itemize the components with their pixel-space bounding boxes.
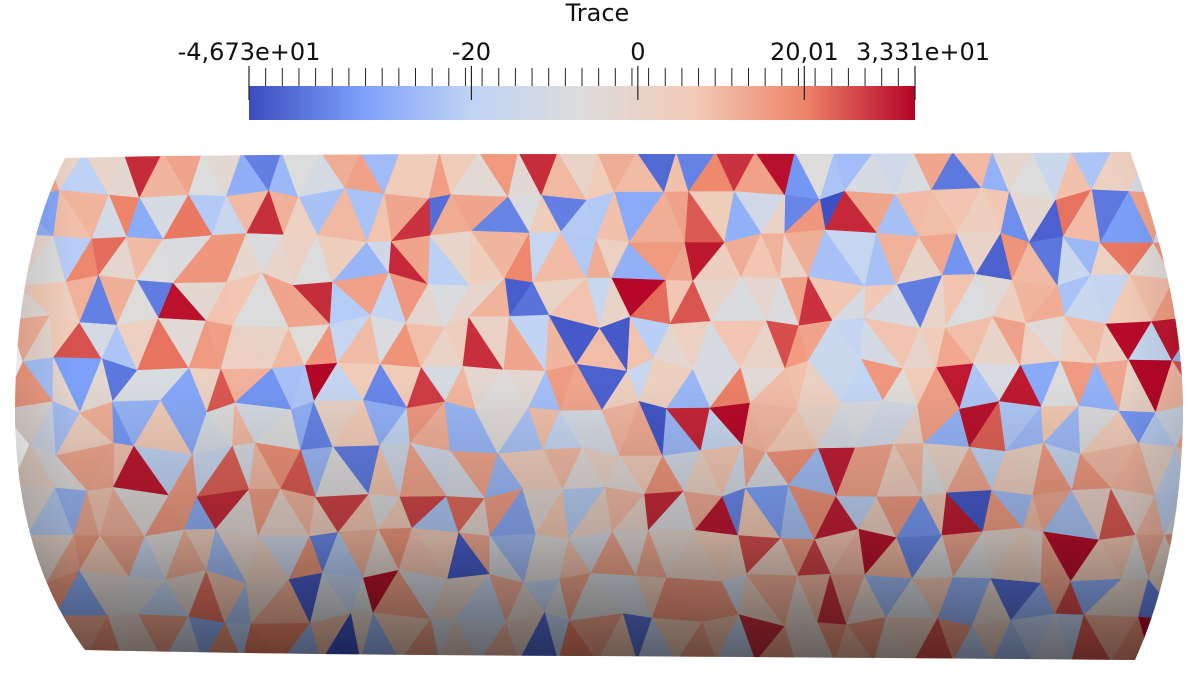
legend-tick-label: 20,01	[769, 38, 839, 66]
mesh-cell	[1149, 619, 1184, 660]
mesh-cell	[14, 579, 47, 626]
mesh-cell	[1173, 279, 1184, 317]
mesh-cell	[14, 623, 46, 660]
legend-tick-label: 3,331e+01	[855, 38, 991, 66]
legend-title: Trace	[565, 0, 630, 27]
colorbar	[249, 86, 915, 120]
mesh-cell	[14, 615, 57, 660]
mesh-cell	[1153, 192, 1180, 244]
mesh-cell	[1173, 241, 1184, 281]
mesh-cell	[14, 152, 46, 202]
mesh-cell	[1166, 152, 1184, 196]
colorbar-ticks	[248, 66, 916, 100]
cylinder-mesh	[14, 152, 1184, 660]
mesh-cell	[14, 582, 57, 625]
legend-tick-label: 0	[630, 38, 646, 66]
legend-tick-label: -20	[451, 38, 492, 66]
mesh-cell	[1166, 193, 1184, 244]
mesh-cell	[1180, 618, 1184, 660]
mesh-cell	[1150, 152, 1184, 195]
legend-tick-label: -4,673e+01	[177, 38, 321, 66]
mesh-cell	[1179, 573, 1184, 621]
